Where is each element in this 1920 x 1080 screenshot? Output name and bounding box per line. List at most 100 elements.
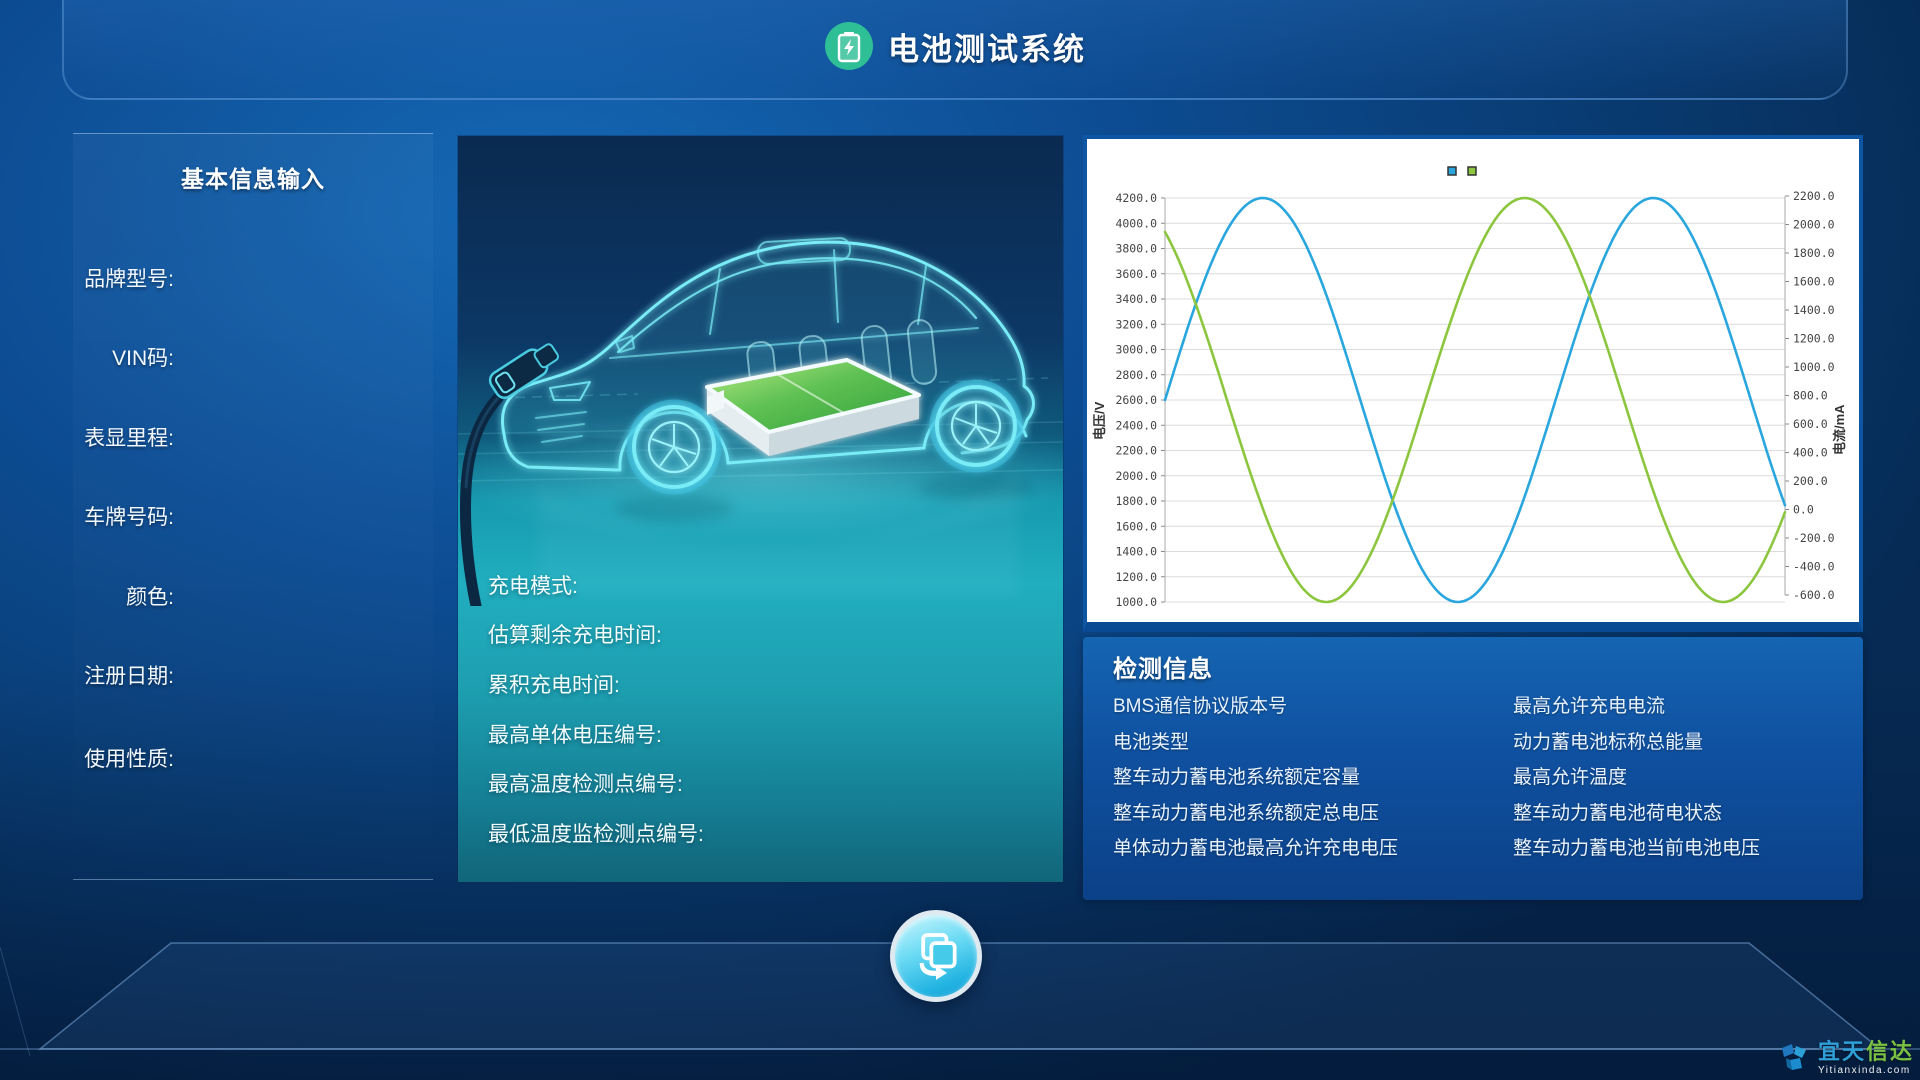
field-label: 表显里程: bbox=[84, 427, 174, 450]
svg-text:600.0: 600.0 bbox=[1793, 417, 1828, 431]
charging-cable bbox=[459, 343, 560, 606]
basic-info-field-row: 使用性质: bbox=[73, 742, 433, 774]
basic-info-field-row: 注册日期: bbox=[73, 659, 433, 691]
detection-info-panel: 检测信息 BMS通信协议版本号 电池类型整车动力蓄电池系统额定容量 整车动力蓄电池系… bbox=[1083, 637, 1863, 900]
svg-text:-200.0: -200.0 bbox=[1793, 531, 1835, 545]
battery-charging-icon bbox=[825, 22, 873, 70]
rear-wheel bbox=[929, 379, 1023, 473]
svg-text:2200.0: 2200.0 bbox=[1793, 189, 1835, 203]
svg-text:3600.0: 3600.0 bbox=[1115, 267, 1157, 281]
car-reflection bbox=[538, 475, 1034, 596]
field-input[interactable] bbox=[184, 341, 433, 373]
svg-text:2600.0: 2600.0 bbox=[1115, 393, 1157, 407]
ev-car-illustration bbox=[458, 237, 1063, 606]
svg-text:1800.0: 1800.0 bbox=[1793, 246, 1835, 260]
basic-info-field-row: 颜色: bbox=[73, 580, 433, 612]
svg-text:-400.0: -400.0 bbox=[1793, 560, 1835, 574]
basic-info-field-row: 品牌型号: bbox=[73, 262, 433, 294]
basic-info-field-row: 车牌号码: bbox=[73, 500, 433, 532]
transfer-copy-arrow-icon bbox=[919, 933, 957, 980]
app-title: 电池测试系统 bbox=[888, 31, 1086, 67]
watermark-cn: 宜天信达 bbox=[1817, 1039, 1914, 1064]
svg-text:1600.0: 1600.0 bbox=[1793, 275, 1835, 289]
charge-field-label: 累积充电时间: bbox=[488, 673, 620, 697]
watermark-logo: 宜天信达 Yitianxinda.com bbox=[1778, 1041, 1914, 1076]
chart-panel: 4200.0 4000.0 3800.0 3600.0 3400.0 3200.0 3000… bbox=[1083, 135, 1863, 632]
charge-status-fields: 充电模式: 估算剩余充电时间: 累积充电时间: 最高单体电压编号: 最高温度检测点编号:… bbox=[488, 560, 1048, 858]
detection-item: 整车动力蓄电池荷电状态 bbox=[1513, 802, 1723, 824]
basic-info-field-row: VIN码: bbox=[73, 341, 433, 373]
field-label: 品牌型号: bbox=[84, 268, 174, 291]
svg-text:3800.0: 3800.0 bbox=[1115, 242, 1157, 256]
svg-text:电压/V: 电压/V bbox=[1092, 401, 1107, 440]
field-input[interactable] bbox=[184, 659, 433, 691]
field-label: 车牌号码: bbox=[84, 506, 174, 529]
charge-field-label: 估算剩余充电时间: bbox=[488, 624, 662, 648]
charge-field-row: 最高温度检测点编号: bbox=[488, 758, 1048, 808]
detection-item: BMS通信协议版本号 bbox=[1113, 696, 1288, 717]
svg-text:1200.0: 1200.0 bbox=[1793, 332, 1835, 346]
svg-text:2000.0: 2000.0 bbox=[1793, 218, 1835, 232]
charge-field-row: 累积充电时间: bbox=[488, 659, 1048, 709]
svg-text:电流/mA: 电流/mA bbox=[1832, 404, 1847, 455]
field-input[interactable] bbox=[184, 421, 433, 453]
svg-text:3000.0: 3000.0 bbox=[1115, 343, 1157, 357]
svg-text:1800.0: 1800.0 bbox=[1115, 494, 1157, 508]
svg-text:3200.0: 3200.0 bbox=[1115, 317, 1157, 331]
detection-item: 动力蓄电池标称总能量 bbox=[1513, 731, 1704, 753]
svg-text:2400.0: 2400.0 bbox=[1115, 418, 1157, 432]
detection-left-column: BMS通信协议版本号 电池类型整车动力蓄电池系统额定容量 整车动力蓄电池系统额定总电… bbox=[1113, 689, 1503, 867]
svg-text:4200.0: 4200.0 bbox=[1115, 191, 1157, 205]
svg-text:1000.0: 1000.0 bbox=[1115, 595, 1157, 609]
detection-item: 最高允许充电电流 bbox=[1513, 696, 1666, 717]
svg-text:1600.0: 1600.0 bbox=[1115, 519, 1157, 533]
field-label: 注册日期: bbox=[84, 665, 174, 688]
detection-title: 检测信息 bbox=[1113, 656, 1213, 683]
charge-field-row: 估算剩余充电时间: bbox=[488, 610, 1048, 660]
detection-item: 整车动力蓄电池当前电池电压 bbox=[1513, 838, 1761, 860]
svg-text:-600.0: -600.0 bbox=[1793, 588, 1835, 602]
field-label: VIN码: bbox=[112, 347, 174, 370]
field-input[interactable] bbox=[184, 262, 433, 294]
svg-text:1200.0: 1200.0 bbox=[1115, 570, 1157, 584]
charge-field-label: 最低温度监检测点编号: bbox=[488, 822, 704, 846]
watermark-text: 宜天信达 Yitianxinda.com bbox=[1818, 1041, 1914, 1076]
header-title-group: 电池测试系统 bbox=[824, 21, 1086, 71]
charge-field-label: 最高单体电压编号: bbox=[488, 723, 662, 747]
front-wheel bbox=[626, 399, 722, 495]
svg-text:1400.0: 1400.0 bbox=[1793, 303, 1835, 317]
charge-field-row: 最高单体电压编号: bbox=[488, 709, 1048, 759]
svg-text:200.0: 200.0 bbox=[1793, 474, 1828, 488]
basic-info-field-row: 表显里程: bbox=[73, 421, 433, 453]
watermark-en: Yitianxinda.com bbox=[1817, 1065, 1911, 1076]
svg-text:1400.0: 1400.0 bbox=[1115, 545, 1157, 559]
svg-text:4000.0: 4000.0 bbox=[1115, 216, 1157, 230]
svg-text:0.0: 0.0 bbox=[1793, 503, 1814, 517]
svg-text:3400.0: 3400.0 bbox=[1115, 292, 1157, 306]
charging-plug bbox=[488, 343, 560, 400]
detection-item: 整车动力蓄电池系统额定容量 bbox=[1113, 767, 1361, 789]
charge-field-label: 最高温度检测点编号: bbox=[488, 773, 683, 797]
charge-field-row: 最低温度监检测点编号: bbox=[488, 808, 1048, 858]
charge-field-label: 充电模式: bbox=[488, 574, 578, 598]
detection-item: 最高允许温度 bbox=[1513, 767, 1628, 789]
vehicle-visual-panel: 充电模式: 估算剩余充电时间: 累积充电时间: 最高单体电压编号: 最高温度检测点编号:… bbox=[458, 136, 1063, 882]
svg-text:400.0: 400.0 bbox=[1793, 446, 1828, 460]
watermark-cubes-icon bbox=[1781, 1043, 1806, 1070]
field-label: 使用性质: bbox=[84, 748, 174, 771]
field-input[interactable] bbox=[184, 580, 433, 612]
detection-item: 整车动力蓄电池系统额定总电压 bbox=[1113, 802, 1380, 824]
detection-item: 电池类型 bbox=[1113, 731, 1190, 753]
field-input[interactable] bbox=[184, 500, 433, 532]
basic-info-title: 基本信息输入 bbox=[181, 166, 325, 192]
svg-text:2000.0: 2000.0 bbox=[1115, 469, 1157, 483]
svg-text:2200.0: 2200.0 bbox=[1115, 444, 1157, 458]
svg-text:800.0: 800.0 bbox=[1793, 389, 1828, 403]
battery-pack bbox=[705, 358, 921, 456]
header-panel: 电池测试系统 bbox=[62, 0, 1848, 100]
field-input[interactable] bbox=[184, 742, 433, 774]
detection-right-column: 最高允许充电电流动力蓄电池标称总能量 最高允许温度整车动力蓄电池荷电状态整车动力蓄… bbox=[1513, 689, 1853, 867]
charge-field-row: 充电模式: bbox=[488, 560, 1048, 610]
sync-button[interactable] bbox=[890, 910, 982, 1002]
detection-item: 单体动力蓄电池最高允许充电电压 bbox=[1113, 838, 1399, 860]
